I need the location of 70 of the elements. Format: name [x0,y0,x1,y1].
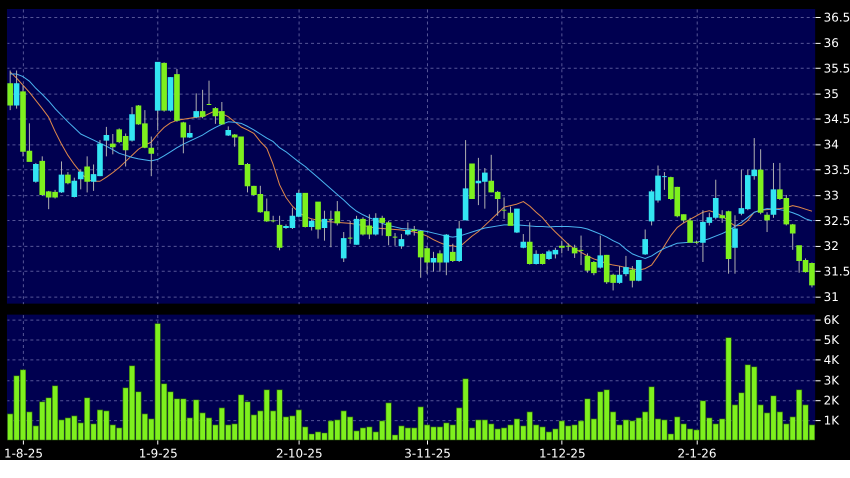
candlestick [7,70,13,111]
candlestick [72,177,78,198]
y-tick-label: 34 [824,138,839,152]
candlestick [58,160,64,194]
candlestick [392,232,398,246]
x-tick-label: 2-1-26 [678,446,716,460]
y-tick-label: 1K [824,413,840,428]
candlestick [508,206,514,226]
y-tick-label: 36.5 [824,10,850,25]
candlestick [104,126,110,157]
x-tick-label: 2-10-25 [276,446,323,460]
y-tick-label: 34.5 [824,112,850,126]
candlestick [623,255,629,277]
candlestick [732,214,738,274]
y-tick-label: 3K [824,373,840,388]
candlestick [437,250,443,272]
candlestick [450,243,456,262]
candlestick [84,156,90,193]
candlestick [110,133,116,155]
y-tick-label: 35 [824,86,839,101]
candlestick [78,169,84,190]
candlestick [764,212,770,233]
candlestick [322,210,328,242]
candlestick [642,228,648,256]
y-tick-label: 2K [824,393,840,408]
candlestick [526,222,533,266]
candlestick [405,222,411,236]
candlestick [616,266,622,284]
x-tick-label: 1-9-25 [138,446,178,460]
y-tick-label: 31 [824,290,839,304]
candlestick [636,259,642,282]
candlestick [430,251,436,272]
candlestick [790,223,796,250]
x-tick-label: 1-8-25 [4,446,43,460]
y-tick-label: 6K [824,313,840,328]
candlestick [65,172,71,185]
candlestick [200,89,206,119]
candlestick [193,92,199,119]
candlestick [225,126,232,137]
y-tick-label: 31.5 [824,264,850,279]
candlestick [411,225,418,236]
candlestick [630,266,636,288]
y-tick-label: 35.5 [824,61,850,76]
candlestick [540,252,546,266]
candlestick [33,162,39,184]
y-tick-label: 4K [824,353,840,368]
candlestick [347,220,353,244]
candlestick [308,218,314,232]
y-tick-label: 32 [824,239,839,254]
candlestick [372,212,379,236]
candlestick [597,235,604,270]
y-tick-label: 5K [824,333,840,348]
y-tick-label: 33 [824,188,839,202]
x-tick-label: 1-12-25 [539,446,586,460]
candlestick [148,136,154,177]
candlestick [276,215,282,251]
candlestick [520,234,526,249]
candlestick [180,121,186,154]
candlestick [398,234,404,250]
y-tick-label: 36 [824,36,839,50]
y-tick-label: 33.5 [824,163,850,178]
candlestick [501,196,507,220]
candlestick [14,70,20,110]
candlestick [206,80,212,106]
candlestick [533,250,539,266]
candlestick [514,208,520,234]
candlestick [186,124,193,139]
x-tick-label: 3-11-25 [404,446,451,460]
y-tick-label: 32.5 [824,214,850,228]
candlestick [340,232,347,262]
